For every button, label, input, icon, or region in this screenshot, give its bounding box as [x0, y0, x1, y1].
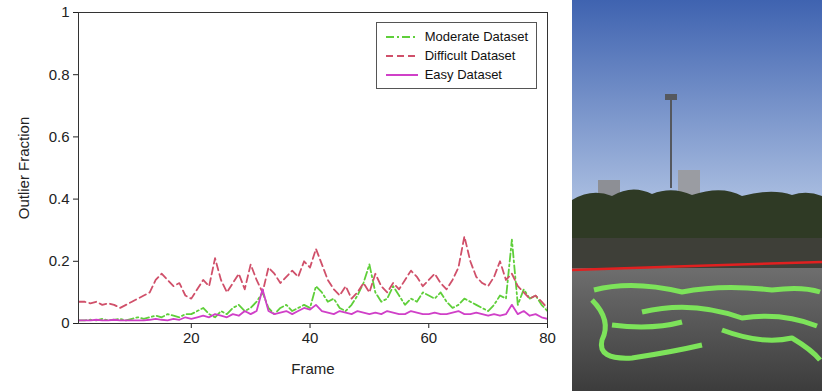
svg-text:60: 60	[420, 329, 437, 346]
svg-text:40: 40	[302, 329, 319, 346]
html-text:Difficult Dataset: Difficult Dataset	[424, 48, 516, 63]
svg-text:0.8: 0.8	[49, 66, 70, 83]
svg-text:0.4: 0.4	[49, 190, 70, 207]
html-text:Moderate Dataset: Moderate Dataset	[424, 29, 528, 44]
svg-text:0: 0	[61, 314, 69, 331]
svg-text:80: 80	[539, 329, 556, 346]
svg-text:20: 20	[183, 329, 200, 346]
svg-text:0.2: 0.2	[49, 252, 70, 269]
svg-text:0.6: 0.6	[49, 128, 70, 145]
html-text:Easy Dataset: Easy Dataset	[424, 67, 502, 82]
svg-text:Outlier Fraction: Outlier Fraction	[15, 117, 32, 220]
svg-text:Frame: Frame	[291, 360, 334, 377]
svg-text:1: 1	[61, 3, 69, 20]
